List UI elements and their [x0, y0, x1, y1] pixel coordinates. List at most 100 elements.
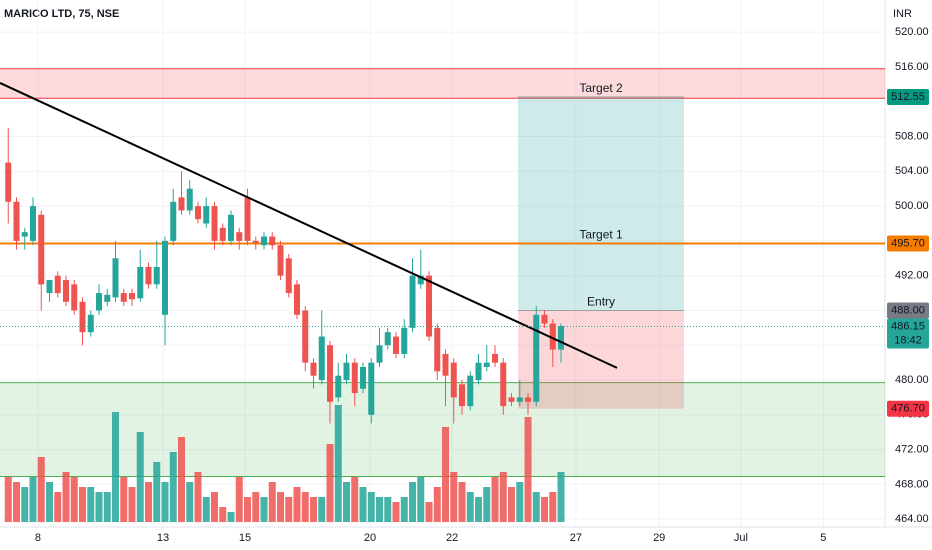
candle-body [30, 206, 37, 241]
price-label: 495.70 [891, 237, 925, 249]
volume-bar [483, 487, 491, 522]
candle-body [178, 197, 185, 211]
x-tick-label: 15 [239, 532, 251, 544]
candle-body [13, 201, 20, 241]
candle-body [450, 362, 457, 398]
volume-bar [145, 482, 153, 522]
chart-title: MARICO LTD, 75, NSE [4, 8, 119, 20]
y-tick-label: 504.00 [895, 165, 929, 177]
volume-bar [285, 497, 293, 522]
volume-bar [343, 482, 351, 522]
x-tick-label: 22 [446, 532, 458, 544]
candle-body [54, 275, 61, 294]
candle-body [87, 314, 94, 333]
price-label-time: 18:42 [894, 334, 922, 346]
x-tick-label: 13 [157, 532, 169, 544]
volume-bar [268, 482, 276, 522]
position-label: Target 2 [579, 81, 623, 95]
candle-body [162, 240, 169, 315]
y-tick-label: 500.00 [895, 200, 929, 212]
volume-bar [384, 497, 392, 522]
volume-bar [367, 492, 375, 522]
candle-body [549, 323, 556, 350]
volume-bar [475, 497, 483, 522]
y-tick-label: 492.00 [895, 270, 929, 282]
volume-bar [161, 482, 169, 522]
x-tick-label: 29 [653, 532, 665, 544]
volume-bar [120, 477, 128, 522]
price-label-box [887, 302, 929, 319]
volume-bar [293, 487, 301, 522]
volume-bar [46, 482, 54, 522]
volume-bar [417, 477, 425, 522]
candle-body [195, 206, 202, 220]
candle-body [120, 293, 127, 302]
volume-bar [252, 492, 260, 522]
y-tick-label: 468.00 [895, 478, 929, 490]
candle-body [335, 375, 342, 398]
volume-bar [62, 472, 70, 522]
candle-body [137, 266, 144, 299]
candle-body [492, 353, 499, 363]
candle-body [401, 327, 408, 354]
candle-body [541, 314, 548, 324]
candle-body [417, 275, 424, 285]
candle-body [96, 293, 103, 311]
volume-bar [310, 497, 318, 522]
volume-bar [4, 477, 12, 522]
volume-bar [450, 472, 458, 522]
candle-body [252, 240, 259, 243]
volume-bar [202, 497, 210, 522]
volume-bar [29, 477, 37, 522]
candle-body [310, 362, 317, 376]
candle-body [343, 362, 350, 381]
volume-bar [95, 492, 103, 522]
candle-body [426, 275, 433, 337]
volume-bar [54, 492, 62, 522]
volume-bar [334, 405, 342, 522]
x-tick-label: 20 [364, 532, 376, 544]
volume-bar [136, 432, 144, 522]
candle-body [145, 266, 152, 285]
candle-body [104, 294, 111, 302]
candle-body [46, 280, 53, 294]
candle-body [393, 336, 400, 354]
price-label-box [887, 318, 929, 349]
candle-body [129, 293, 136, 300]
volume-bar [227, 512, 235, 522]
price-label-box [887, 88, 929, 105]
candle-body [244, 197, 251, 241]
volume-bar [549, 492, 557, 522]
candle-body [285, 258, 292, 294]
volume-bar [359, 487, 367, 522]
candle-body [79, 301, 86, 333]
candle-body [351, 362, 358, 394]
candle-body [294, 284, 301, 315]
candle-body [467, 375, 474, 407]
volume-bar [409, 482, 417, 522]
candle-body [442, 353, 449, 376]
volume-bar [70, 477, 78, 522]
volume-bar [466, 492, 474, 522]
candle-body [318, 336, 325, 381]
volume-bar [433, 487, 441, 522]
x-tick-label: 5 [820, 532, 826, 544]
volume-bar [458, 482, 466, 522]
currency: INR [893, 8, 912, 20]
volume-bar [219, 507, 227, 522]
volume-bar [524, 417, 532, 522]
candle-body [516, 397, 523, 402]
candle-body [38, 214, 45, 285]
candle-body [533, 314, 540, 402]
volume-bar [128, 487, 136, 522]
y-tick-label: 464.00 [895, 513, 929, 525]
price-label: 486.15 [891, 320, 925, 332]
price-label-box [887, 400, 929, 417]
candle-body [483, 362, 490, 367]
volume-bar [21, 487, 29, 522]
x-tick-label: Jul [734, 532, 748, 544]
volume-bar [235, 477, 243, 522]
price-label: 512.55 [891, 91, 925, 103]
volume-bar [178, 437, 186, 522]
volume-bar [103, 492, 111, 522]
